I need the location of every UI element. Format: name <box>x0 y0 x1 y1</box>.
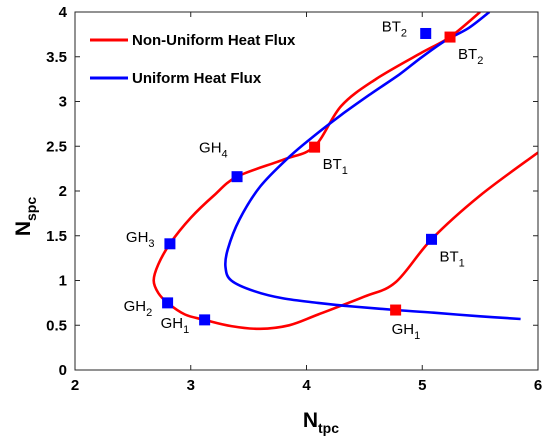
legend: Non-Uniform Heat Flux Uniform Heat Flux <box>90 32 296 87</box>
y-tick-label: 1 <box>59 273 67 290</box>
marker-point <box>162 297 174 309</box>
marker-annotation: BT2 <box>458 46 483 67</box>
marker-point <box>199 314 211 326</box>
y-tick-label: 4 <box>59 4 68 21</box>
marker-point <box>231 171 243 183</box>
y-tick-label: 3.5 <box>46 49 67 66</box>
marker-annotation: BT1 <box>323 156 348 177</box>
y-axis-label: N <box>12 221 35 236</box>
y-tick-label: 0.5 <box>46 317 67 334</box>
legend-label-non-uniform: Non-Uniform Heat Flux <box>132 32 296 49</box>
plot-frame <box>74 11 539 371</box>
x-axis-label: N <box>303 409 318 432</box>
series-line-non-uniform <box>152 12 538 331</box>
x-tick-label: 3 <box>187 377 195 394</box>
x-tick-label: 4 <box>302 377 311 394</box>
x-tick-label: 5 <box>418 377 426 394</box>
plot-area <box>152 12 538 331</box>
marker-annotation: GH1 <box>392 321 421 342</box>
marker-annotation: GH1 <box>161 315 190 336</box>
x-tick-label: 6 <box>534 377 542 394</box>
marker-point <box>164 238 176 250</box>
marker-annotation: GH2 <box>124 298 153 319</box>
markers <box>162 27 456 326</box>
y-tick-label: 3 <box>59 94 67 111</box>
y-axis-label-sub: spc <box>23 197 39 221</box>
y-tick-label: 1.5 <box>46 228 67 245</box>
x-axis-label-sub: tpc <box>318 420 339 436</box>
marker-point <box>390 304 402 316</box>
marker-point <box>420 27 432 39</box>
marker-annotation: GH3 <box>126 229 155 250</box>
legend-label-uniform: Uniform Heat Flux <box>132 70 262 87</box>
marker-annotation: BT2 <box>382 18 407 39</box>
y-tick-label: 2 <box>59 183 67 200</box>
marker-point <box>426 233 438 245</box>
annotations: BT2 BT2 BT1 GH4 GH3 GH2 GH1 BT1 GH1 <box>124 18 484 342</box>
marker-point <box>444 31 456 43</box>
marker-annotation: BT1 <box>440 248 465 269</box>
x-tick-label: 2 <box>71 377 79 394</box>
marker-annotation: GH4 <box>199 140 228 161</box>
y-tick-label: 0 <box>59 362 67 379</box>
series-line-uniform <box>223 12 521 321</box>
marker-point <box>309 141 321 153</box>
y-tick-label: 2.5 <box>46 138 67 155</box>
